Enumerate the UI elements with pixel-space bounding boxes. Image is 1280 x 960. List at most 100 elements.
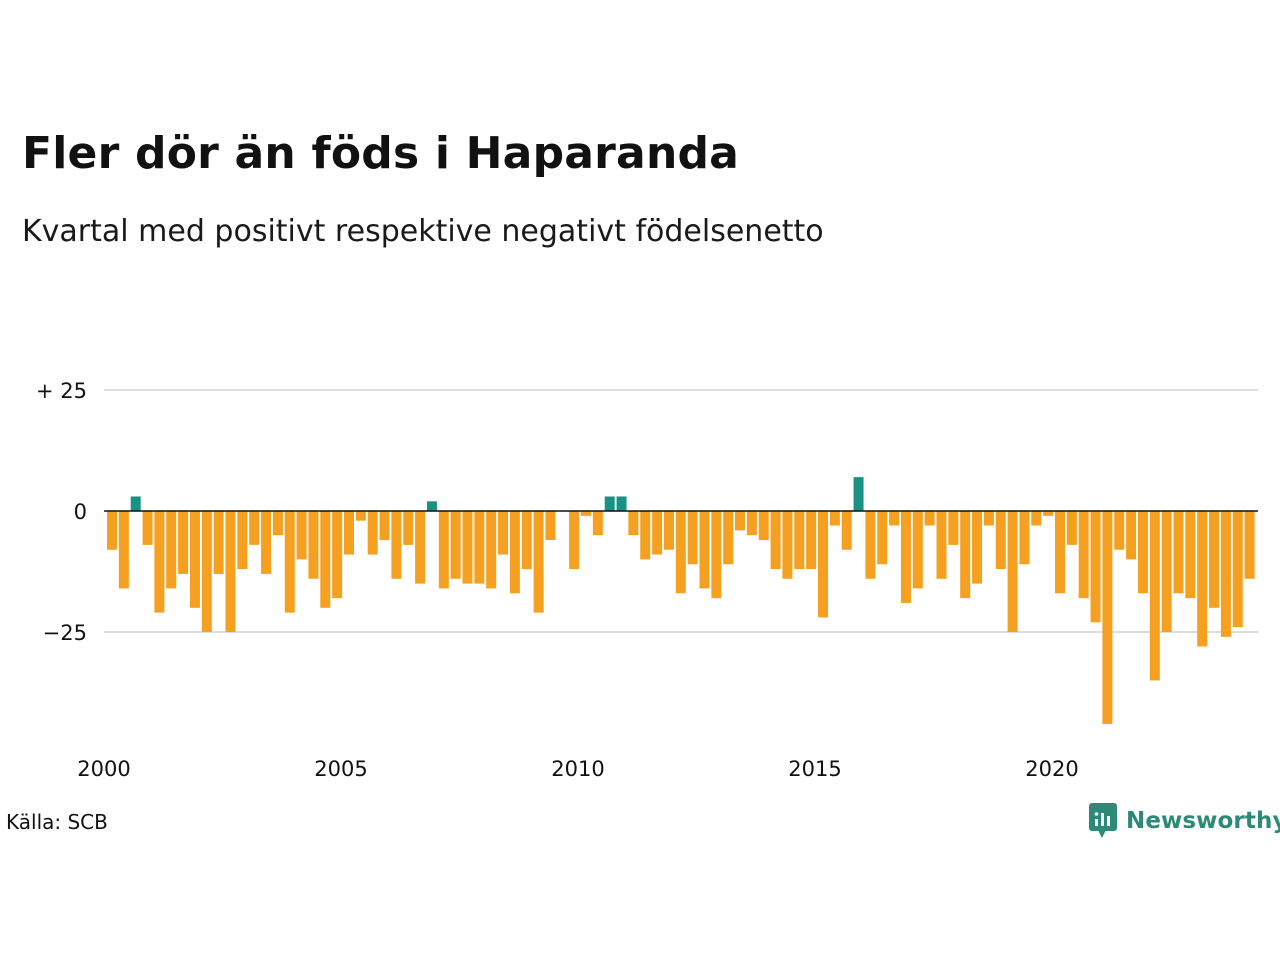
bar: [924, 511, 935, 526]
bar: [450, 511, 461, 579]
bar: [758, 511, 769, 541]
bar: [1126, 511, 1137, 560]
newsworthy-logo-icon: [1089, 803, 1117, 838]
grid-lines: [104, 389, 1258, 633]
bar: [1149, 511, 1160, 681]
bar: [379, 511, 390, 541]
bar: [367, 511, 378, 555]
bar: [806, 511, 817, 570]
x-tick-label: 2010: [551, 757, 604, 781]
y-tick-label: −25: [43, 621, 87, 645]
bar: [652, 511, 663, 555]
bar: [900, 511, 911, 603]
bar: [403, 511, 414, 545]
bar: [284, 511, 295, 613]
bar: [308, 511, 319, 579]
bar: [1220, 511, 1231, 637]
bar: [332, 511, 343, 599]
bar: [533, 511, 544, 613]
bar: [972, 511, 983, 584]
bar: [604, 496, 615, 511]
bar: [770, 511, 781, 570]
bar: [1007, 511, 1018, 632]
bar: [995, 511, 1006, 570]
bar: [687, 511, 698, 565]
bars: [104, 477, 1258, 724]
bar: [178, 511, 189, 574]
bar: [746, 511, 757, 536]
bar: [107, 511, 117, 550]
bar: [272, 511, 283, 536]
bar: [355, 511, 366, 521]
bar: [889, 511, 900, 526]
bar: [426, 501, 437, 511]
bar: [663, 511, 674, 550]
axis-labels: + 25 0 −25 2000 2005 2010 2015 2020: [36, 379, 1079, 781]
bar: [213, 511, 224, 574]
bar: [1209, 511, 1220, 608]
bar: [154, 511, 165, 613]
y-tick-label: 0: [74, 500, 87, 524]
bar: [486, 511, 497, 589]
bar: [782, 511, 793, 579]
bar: [1031, 511, 1042, 526]
bar: [735, 511, 746, 531]
bar: [545, 511, 556, 541]
y-tick-label: + 25: [36, 379, 87, 403]
bar: [237, 511, 248, 570]
bar: [1102, 511, 1113, 724]
bar: [569, 511, 580, 570]
bar: [462, 511, 473, 584]
bar: [711, 511, 722, 599]
bar: [391, 511, 402, 579]
x-tick-label: 2005: [314, 757, 367, 781]
bar: [936, 511, 947, 579]
bar: [628, 511, 639, 536]
x-tick-label: 2015: [788, 757, 841, 781]
bar: [1173, 511, 1184, 594]
bar: [1019, 511, 1030, 565]
bar: [1137, 511, 1148, 594]
bar: [521, 511, 532, 570]
chart-subtitle: Kvartal med positivt respektive negativt…: [22, 214, 824, 249]
bar: [438, 511, 449, 589]
bar: [675, 511, 686, 594]
bar: [1078, 511, 1089, 599]
chart-title: Fler dör än föds i Haparanda: [22, 128, 740, 179]
bar: [320, 511, 331, 608]
bar: [415, 511, 426, 584]
bar: [1197, 511, 1208, 647]
bar: [699, 511, 710, 589]
bar: [498, 511, 509, 555]
bar: [723, 511, 734, 565]
bar: [912, 511, 923, 589]
bar: [853, 477, 864, 511]
newsworthy-logo[interactable]: Newsworthy: [1088, 802, 1280, 840]
bar: [166, 511, 177, 589]
bar: [1055, 511, 1065, 594]
bar: [1090, 511, 1101, 623]
x-tick-label: 2000: [77, 757, 130, 781]
bar: [794, 511, 805, 570]
bar: [983, 511, 994, 526]
bar: [249, 511, 260, 545]
bar: [581, 511, 591, 516]
bar: [1161, 511, 1172, 632]
bar: [130, 496, 141, 511]
bar: [474, 511, 485, 584]
bar: [142, 511, 153, 545]
bar: [189, 511, 200, 608]
bar: [344, 511, 354, 555]
bar: [829, 511, 840, 526]
bar: [640, 511, 651, 560]
source-note: Källa: SCB: [6, 810, 108, 834]
bar: [1185, 511, 1196, 599]
bar: [1232, 511, 1243, 628]
bar: [261, 511, 272, 574]
bar: [1066, 511, 1077, 545]
bar: [877, 511, 888, 565]
bar: [948, 511, 959, 545]
bar: [592, 511, 603, 536]
bar: [616, 496, 627, 511]
